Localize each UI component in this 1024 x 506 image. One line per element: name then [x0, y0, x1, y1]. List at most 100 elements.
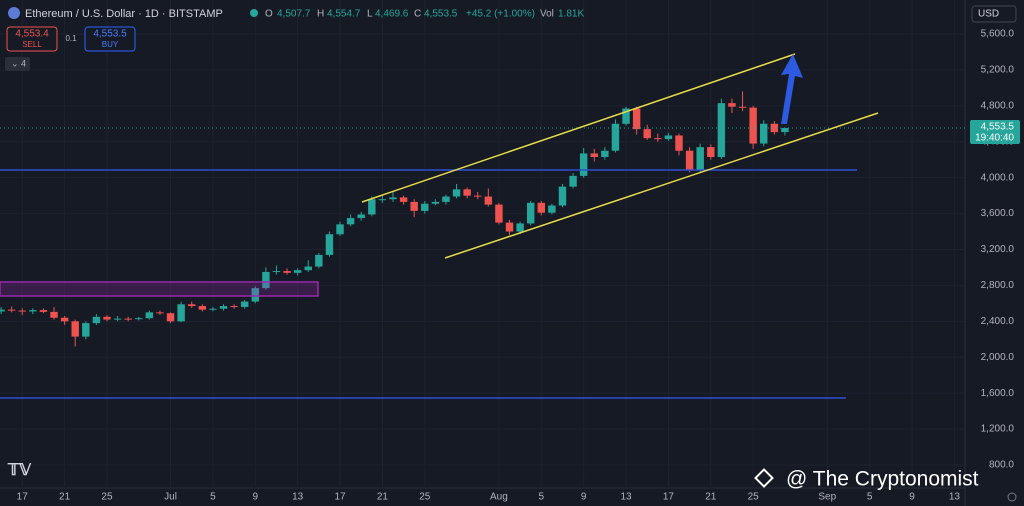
candle-body: [611, 123, 620, 151]
candle-body: [166, 313, 175, 322]
candle-body: [526, 202, 535, 224]
candle-body: [325, 234, 334, 255]
candle-body: [82, 323, 90, 337]
zone: [0, 281, 319, 297]
plot: [0, 91, 965, 347]
ohlc-label: H: [317, 9, 324, 20]
candle-body: [346, 218, 355, 225]
candle-body: [124, 318, 132, 320]
candle-body: [738, 106, 747, 108]
channel-line: [361, 53, 796, 203]
candle-body: [643, 129, 651, 139]
candle-body: [728, 103, 736, 107]
candle-body: [188, 304, 196, 307]
ohlc-value: 4,554.7: [327, 9, 361, 20]
candle-body: [7, 309, 16, 311]
x-tick-label: 17: [17, 492, 29, 503]
y-tick-label: 4,000.0: [981, 172, 1015, 183]
y-tick-label: 1,200.0: [981, 424, 1015, 435]
candle-body: [696, 147, 704, 171]
candle-body: [707, 147, 715, 158]
candle-body: [516, 223, 524, 232]
price-tag: [970, 119, 1020, 144]
candle-body: [431, 201, 440, 204]
x-tick-label: 9: [581, 492, 587, 503]
candle-body: [569, 175, 577, 187]
candle-body: [145, 312, 154, 319]
y-tick-label: 2,000.0: [981, 352, 1015, 363]
y-tick-label: 2,800.0: [981, 280, 1015, 291]
x-tick-label: 25: [101, 492, 113, 503]
buy-button[interactable]: [84, 26, 136, 52]
x-tick-label: 5: [539, 492, 545, 503]
x-tick-label: Aug: [490, 492, 508, 503]
candle-body: [60, 317, 69, 322]
candle-body: [103, 316, 111, 320]
candle-body: [135, 318, 143, 320]
x-tick-label: 13: [949, 492, 961, 503]
x-tick-label: 17: [334, 492, 346, 503]
candle-body: [29, 310, 37, 312]
candle-body: [240, 301, 249, 307]
ohlc-label: O: [265, 9, 273, 20]
candle-body: [654, 138, 662, 140]
candle-body: [749, 107, 757, 144]
watermark-icon: [754, 468, 774, 488]
candle-body: [262, 271, 270, 289]
watermark: @ The Cryptonomist: [786, 468, 979, 491]
x-tick-label: 25: [419, 492, 431, 503]
x-tick-label: 13: [292, 492, 304, 503]
candle-body: [760, 123, 768, 144]
y-tick-label: 5,200.0: [981, 65, 1015, 76]
x-tick-label: 21: [377, 492, 389, 503]
candle-body: [452, 189, 461, 197]
toggle-icon: ⌄: [11, 58, 19, 68]
channel-line: [444, 112, 879, 259]
indicator-toggle[interactable]: [5, 57, 30, 71]
candle-body: [293, 270, 302, 273]
sell-label: SELL: [22, 40, 42, 49]
y-tick-label: 1,600.0: [981, 388, 1015, 399]
candle-body: [283, 271, 291, 273]
arrow: [781, 54, 803, 124]
y-tick-label: 2,400.0: [981, 316, 1015, 327]
candle-body: [251, 288, 259, 302]
buy-price: 4,553.5: [93, 29, 127, 40]
ohlc-label: C: [414, 9, 421, 20]
candle-body: [198, 306, 207, 310]
ohlc-label: L: [367, 9, 373, 20]
x-tick-label: 9: [253, 492, 259, 503]
change: +45.2 (+1.00%): [466, 9, 535, 20]
y-tick-label: 3,600.0: [981, 208, 1015, 219]
settings-icon[interactable]: [1007, 492, 1017, 502]
candle-body: [558, 186, 567, 206]
candle-body: [474, 195, 482, 197]
x-tick-label: 17: [663, 492, 675, 503]
candle-body: [389, 197, 397, 200]
candle-body: [590, 153, 598, 158]
candle-body: [632, 108, 641, 130]
x-tick-label: 5: [210, 492, 216, 503]
y-tick-label: 4,800.0: [981, 100, 1015, 111]
ohlc-value: 4,507.7: [277, 9, 311, 20]
x-tick-label: 13: [620, 492, 632, 503]
x-tick-label: 5: [867, 492, 873, 503]
candle-body: [71, 321, 79, 337]
candle-body: [717, 103, 726, 158]
x-tick-label: 25: [748, 492, 760, 503]
candle-body: [209, 308, 217, 310]
candle-body: [685, 150, 694, 171]
symbol-icon: [8, 7, 20, 19]
sell-button[interactable]: [6, 26, 58, 52]
candle-body: [219, 306, 228, 309]
candle-body: [781, 127, 789, 133]
candle-body: [50, 311, 58, 318]
candle-body: [770, 123, 779, 133]
ohlc-value: 4,553.5: [424, 9, 458, 20]
y-tick-label: 5,600.0: [981, 29, 1015, 40]
candle-body: [601, 150, 609, 158]
candle-body: [113, 318, 122, 320]
candle-body: [39, 310, 48, 312]
currency-button[interactable]: [971, 5, 1017, 23]
ohlc-value: 4,469.6: [375, 9, 409, 20]
